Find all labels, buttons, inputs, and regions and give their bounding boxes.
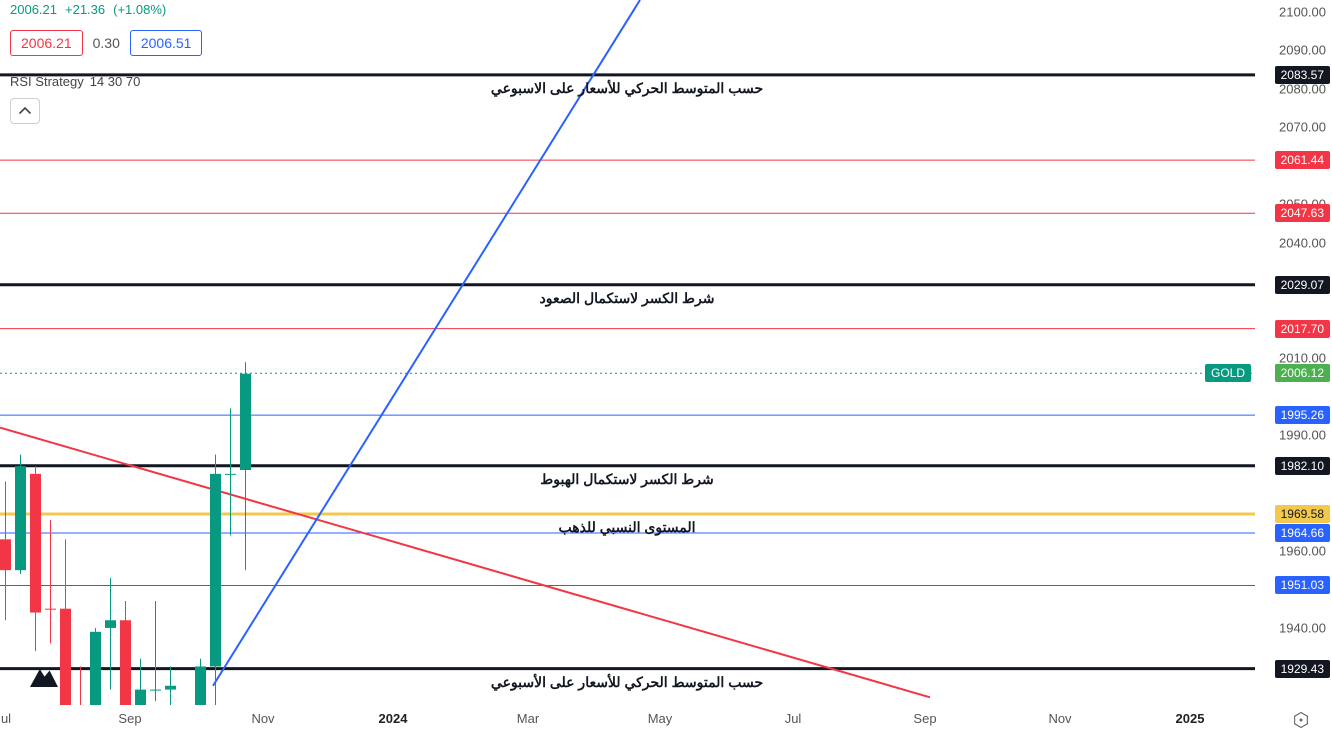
x-tick: Nov [251, 711, 274, 726]
candle-body [150, 690, 161, 691]
price-label[interactable]: 1929.43 [1275, 660, 1330, 678]
x-tick: ul [1, 711, 11, 726]
x-tick: 2024 [379, 711, 408, 726]
x-tick: 2025 [1176, 711, 1205, 726]
candle-body [15, 466, 26, 570]
x-tick: May [648, 711, 673, 726]
gear-icon [1292, 711, 1310, 732]
candle-body [60, 609, 71, 705]
chart-annotation[interactable]: حسب المتوسط الحركي للأسعار على الاسبوعي [491, 80, 763, 97]
price-label[interactable]: 1964.66 [1275, 524, 1330, 542]
time-axis[interactable]: ul Sep Nov 2024 Mar May Jul Sep Nov 2025 [0, 705, 1255, 738]
symbol-pill[interactable]: GOLD [1205, 364, 1251, 382]
chart-annotation[interactable]: حسب المتوسط الحركي للأسعار على الأسبوعي [491, 674, 763, 691]
candle-body [120, 620, 131, 705]
y-tick: 1960.00 [1279, 543, 1326, 558]
chart-canvas[interactable] [0, 0, 1255, 705]
price-label[interactable]: 2083.57 [1275, 66, 1330, 84]
x-tick: Sep [118, 711, 141, 726]
x-tick: Nov [1048, 711, 1071, 726]
trend-line[interactable] [213, 0, 640, 686]
y-tick: 1990.00 [1279, 428, 1326, 443]
candle-body [105, 620, 116, 628]
price-axis[interactable]: 2100.002090.002080.002070.002050.002040.… [1255, 0, 1332, 705]
price-label[interactable]: 2017.70 [1275, 320, 1330, 338]
candle-body [0, 539, 11, 570]
price-label[interactable]: 1982.10 [1275, 457, 1330, 475]
candle-body [225, 474, 236, 475]
price-label[interactable]: 2006.12 [1275, 364, 1330, 382]
chart-annotation[interactable]: شرط الكسر لاستكمال الهبوط [540, 471, 713, 488]
y-tick: 2040.00 [1279, 235, 1326, 250]
candle-body [45, 609, 56, 610]
candle-body [210, 474, 221, 667]
candle-body [240, 374, 251, 470]
price-label[interactable]: 1951.03 [1275, 576, 1330, 594]
y-tick: 2070.00 [1279, 120, 1326, 135]
trend-line[interactable] [0, 428, 930, 698]
candle-body [135, 690, 146, 705]
settings-button[interactable] [1290, 710, 1312, 732]
price-label[interactable]: 1995.26 [1275, 406, 1330, 424]
x-tick: Mar [517, 711, 539, 726]
candle-body [165, 686, 176, 690]
price-label[interactable]: 2029.07 [1275, 276, 1330, 294]
price-label[interactable]: 2047.63 [1275, 204, 1330, 222]
price-label[interactable]: 2061.44 [1275, 151, 1330, 169]
x-tick: Sep [913, 711, 936, 726]
y-tick: 2090.00 [1279, 43, 1326, 58]
x-tick: Jul [785, 711, 802, 726]
chart-annotation[interactable]: المستوى النسبي للذهب [558, 519, 695, 536]
y-tick: 2100.00 [1279, 4, 1326, 19]
price-label[interactable]: 1969.58 [1275, 505, 1330, 523]
candle-body [90, 632, 101, 705]
chart-annotation[interactable]: شرط الكسر لاستكمال الصعود [540, 290, 715, 307]
y-tick: 1940.00 [1279, 620, 1326, 635]
candle-body [30, 474, 41, 613]
candle-body [195, 666, 206, 705]
